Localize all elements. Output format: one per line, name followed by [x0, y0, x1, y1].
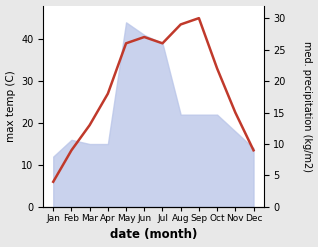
Y-axis label: max temp (C): max temp (C)	[5, 70, 16, 142]
Y-axis label: med. precipitation (kg/m2): med. precipitation (kg/m2)	[302, 41, 313, 172]
X-axis label: date (month): date (month)	[110, 228, 197, 242]
